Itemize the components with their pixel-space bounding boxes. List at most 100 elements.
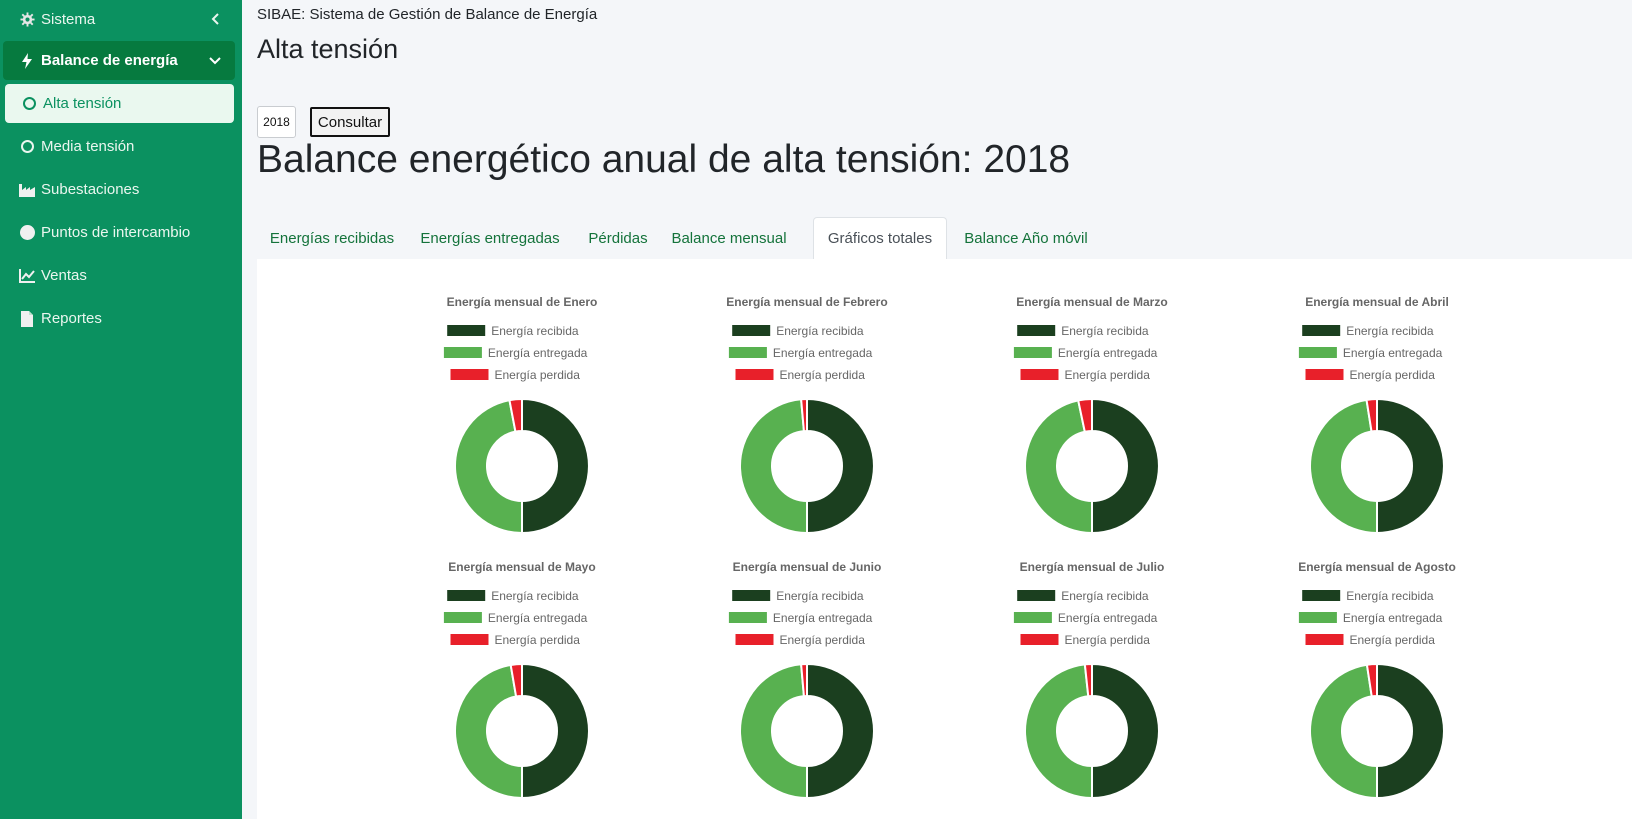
donut-slice-entregada xyxy=(454,399,523,535)
sidebar-item-sistema[interactable]: Sistema xyxy=(3,0,235,39)
donut-slice-recibida xyxy=(1376,662,1445,800)
app-title: SIBAE: Sistema de Gestión de Balance de … xyxy=(257,6,598,23)
donut-slice-perdida xyxy=(800,662,808,698)
sidebar-item-puntos-intercambio[interactable]: Puntos de intercambio xyxy=(3,213,235,252)
donut-slice-perdida xyxy=(1365,397,1378,433)
chart-title: Energía mensual de Marzo xyxy=(1016,295,1167,309)
legend-swatch-entregada xyxy=(443,347,482,358)
chart-title: Energía mensual de Julio xyxy=(1020,560,1165,574)
legend-label-perdida: Energía perdida xyxy=(1065,368,1151,382)
sidebar-item-label: Balance de energía xyxy=(41,52,178,69)
chart-line-icon xyxy=(19,268,35,284)
donut-slice-perdida xyxy=(800,397,808,433)
legend-label-perdida: Energía perdida xyxy=(495,633,581,647)
charts-grid: Energía mensual de Enero Energía recibida… xyxy=(443,295,1456,800)
legend-swatch-recibida xyxy=(1302,325,1341,336)
legend-label-entregada: Energía entregada xyxy=(1343,611,1443,625)
consult-button[interactable]: Consultar xyxy=(310,107,390,137)
circle-icon xyxy=(19,139,35,155)
legend-label-entregada: Energía entregada xyxy=(773,346,873,360)
legend-label-perdida: Energía perdida xyxy=(780,633,866,647)
chart-title: Energía mensual de Enero xyxy=(447,295,598,309)
donut-slice-entregada xyxy=(739,398,808,535)
legend-swatch-perdida xyxy=(735,634,774,645)
donut-chart: Energía mensual de Junio Energía recibida… xyxy=(728,560,882,800)
donut-slice-recibida xyxy=(521,662,590,800)
donut-slice-perdida xyxy=(1083,662,1093,698)
legend-label-recibida: Energía recibida xyxy=(491,324,579,338)
donut-chart: Energía mensual de Enero Energía recibida… xyxy=(443,295,598,535)
legend-swatch-entregada xyxy=(1298,347,1337,358)
legend-swatch-recibida xyxy=(1302,590,1341,601)
legend-swatch-perdida xyxy=(1020,634,1059,645)
donut-chart: Energía mensual de Julio Energía recibida… xyxy=(1013,560,1165,800)
sidebar-item-reportes[interactable]: Reportes xyxy=(3,299,235,338)
chevron-down-icon[interactable] xyxy=(209,53,221,70)
bolt-icon xyxy=(19,52,35,69)
legend-label-entregada: Energía entregada xyxy=(1343,346,1443,360)
legend-swatch-perdida xyxy=(1020,369,1059,380)
charts-panel: Energía mensual de Enero Energía recibida… xyxy=(257,259,1632,819)
legend-swatch-entregada xyxy=(1298,612,1337,623)
sidebar: Sistema Balance de energía Alta tensión … xyxy=(0,0,242,819)
legend-label-perdida: Energía perdida xyxy=(495,368,581,382)
legend-label-recibida: Energía recibida xyxy=(1061,589,1149,603)
sidebar-item-media-tension[interactable]: Media tensión xyxy=(3,127,235,166)
donut-slice-perdida xyxy=(508,397,523,433)
legend-label-recibida: Energía recibida xyxy=(1061,324,1149,338)
legend-label-entregada: Energía entregada xyxy=(488,346,588,360)
legend-swatch-entregada xyxy=(1013,612,1052,623)
sidebar-item-label: Alta tensión xyxy=(43,95,122,112)
donut-slice-recibida xyxy=(1091,662,1160,800)
chevron-left-icon[interactable] xyxy=(211,12,221,29)
tab-graficos-totales[interactable]: Gráficos totales xyxy=(813,217,947,259)
tab-balance-ano-movil[interactable]: Balance Año móvil xyxy=(964,229,1088,247)
legend-swatch-perdida xyxy=(1305,369,1344,380)
tab-energias-entregadas[interactable]: Energías entregadas xyxy=(420,229,560,247)
legend-label-entregada: Energía entregada xyxy=(773,611,873,625)
legend-swatch-perdida xyxy=(1305,634,1344,645)
circle-icon xyxy=(21,96,37,112)
chart-title: Energía mensual de Febrero xyxy=(726,295,887,309)
legend-label-entregada: Energía entregada xyxy=(488,611,588,625)
donut-chart: Energía mensual de Abril Energía recibida… xyxy=(1298,295,1449,535)
legend-label-recibida: Energía recibida xyxy=(1346,324,1434,338)
donut-slice-perdida xyxy=(1365,662,1378,698)
chart-title: Energía mensual de Junio xyxy=(733,560,882,574)
tab-balance-mensual[interactable]: Balance mensual xyxy=(671,229,787,247)
legend-label-recibida: Energía recibida xyxy=(776,589,864,603)
legend-label-recibida: Energía recibida xyxy=(491,589,579,603)
legend-swatch-perdida xyxy=(450,369,489,380)
sidebar-item-label: Puntos de intercambio xyxy=(41,224,191,241)
legend-label-recibida: Energía recibida xyxy=(1346,589,1434,603)
sidebar-item-alta-tension[interactable]: Alta tensión xyxy=(5,84,234,123)
legend-swatch-recibida xyxy=(732,590,771,601)
sidebar-item-ventas[interactable]: Ventas xyxy=(3,256,235,295)
donut-chart: Energía mensual de Marzo Energía recibida… xyxy=(1013,295,1168,535)
sidebar-item-subestaciones[interactable]: Subestaciones xyxy=(3,170,235,209)
tab-bar: Energías recibidas Energías entregadas P… xyxy=(257,217,1632,259)
legend-swatch-recibida xyxy=(1017,325,1056,336)
chart-title: Energía mensual de Abril xyxy=(1305,295,1449,309)
donut-slice-recibida xyxy=(521,397,590,535)
main-content: SIBAE: Sistema de Gestión de Balance de … xyxy=(242,0,1632,819)
donut-chart: Energía mensual de Febrero Energía recibi… xyxy=(726,295,888,535)
donut-slice-entregada xyxy=(1309,398,1378,535)
factory-icon xyxy=(19,182,35,198)
chart-title: Energía mensual de Mayo xyxy=(448,560,595,574)
tab-energias-recibidas[interactable]: Energías recibidas xyxy=(269,229,395,247)
sidebar-item-label: Media tensión xyxy=(41,138,135,155)
legend-label-perdida: Energía perdida xyxy=(1350,368,1436,382)
year-input[interactable]: 2018 xyxy=(257,106,296,138)
tab-perdidas[interactable]: Pérdidas xyxy=(588,229,648,247)
filled-circle-icon xyxy=(19,225,35,241)
sidebar-item-balance-energia[interactable]: Balance de energía xyxy=(3,41,235,80)
legend-label-perdida: Energía perdida xyxy=(1065,633,1151,647)
legend-swatch-recibida xyxy=(447,325,486,336)
report-title: Balance energético anual de alta tensión… xyxy=(257,138,1071,181)
page-title: Alta tensión xyxy=(257,34,399,64)
legend-label-entregada: Energía entregada xyxy=(1058,346,1158,360)
sidebar-item-label: Reportes xyxy=(41,310,102,327)
donut-slice-recibida xyxy=(1091,397,1160,535)
legend-label-entregada: Energía entregada xyxy=(1058,611,1158,625)
